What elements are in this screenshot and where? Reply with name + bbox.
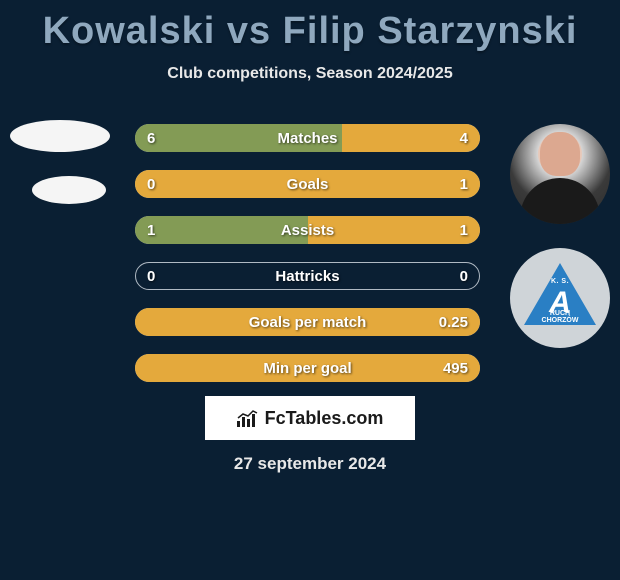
footer-brand-box: FcTables.com bbox=[205, 396, 415, 440]
bar-value-right: 495 bbox=[443, 354, 468, 382]
page-title: Kowalski vs Filip Starzynski bbox=[0, 0, 620, 53]
bar-label: Min per goal bbox=[135, 354, 480, 382]
player-right-avatar bbox=[510, 124, 610, 224]
player-right-club-badge: K. S. A RUCH CHORZÓW bbox=[510, 248, 610, 348]
footer-brand-text: FcTables.com bbox=[265, 408, 384, 429]
chart-icon bbox=[237, 409, 259, 427]
bar-label: Assists bbox=[135, 216, 480, 244]
bar-label: Goals per match bbox=[135, 308, 480, 336]
bar-value-left: 6 bbox=[147, 124, 155, 152]
bar-label: Matches bbox=[135, 124, 480, 152]
stat-row: Goals0 1 bbox=[135, 170, 480, 198]
bar-value-left: 1 bbox=[147, 216, 155, 244]
bar-value-right: 1 bbox=[460, 170, 468, 198]
bar-value-left: 0 bbox=[147, 262, 155, 290]
stat-row: Matches6 4 bbox=[135, 124, 480, 152]
footer-date: 27 september 2024 bbox=[0, 454, 620, 474]
bar-label: Hattricks bbox=[135, 262, 480, 290]
badge-initials: K. S. bbox=[510, 278, 610, 285]
bar-value-left: 0 bbox=[147, 170, 155, 198]
stats-bars: Matches64Goals01Assists11Hattricks00Goal… bbox=[135, 124, 480, 400]
player-left-avatar bbox=[10, 120, 110, 152]
stat-row: Assists1 1 bbox=[135, 216, 480, 244]
bar-value-right: 0.25 bbox=[439, 308, 468, 336]
player-left-club-badge bbox=[32, 176, 106, 204]
bar-value-right: 0 bbox=[460, 262, 468, 290]
bar-label: Goals bbox=[135, 170, 480, 198]
subtitle: Club competitions, Season 2024/2025 bbox=[0, 65, 620, 83]
badge-club-name: RUCH CHORZÓW bbox=[510, 310, 610, 324]
stat-row: Min per goal495 bbox=[135, 354, 480, 382]
stat-row: Hattricks0 0 bbox=[135, 262, 480, 290]
bar-value-right: 1 bbox=[460, 216, 468, 244]
stat-row: Goals per match0.25 bbox=[135, 308, 480, 336]
bar-value-right: 4 bbox=[460, 124, 468, 152]
